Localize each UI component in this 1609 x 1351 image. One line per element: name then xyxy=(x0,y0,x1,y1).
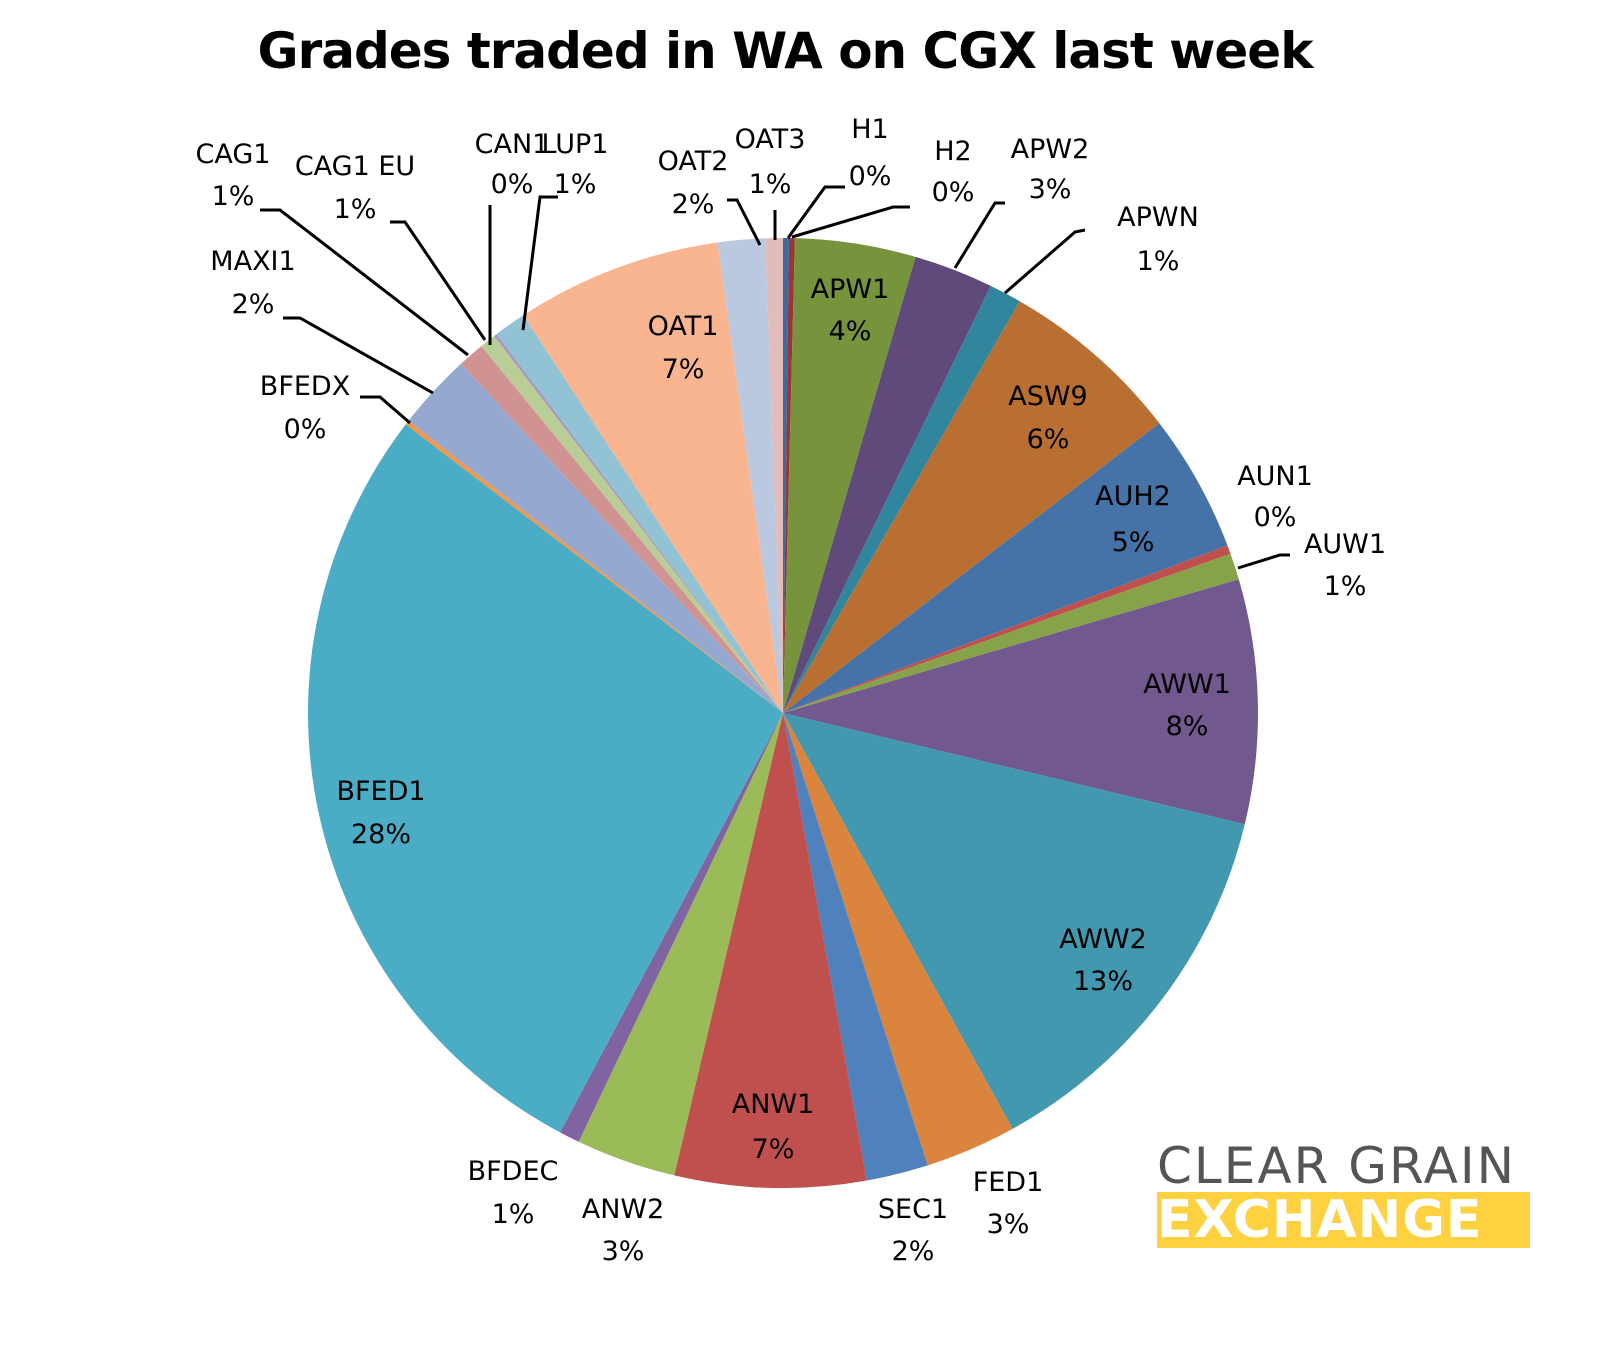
pie-slice-apw2 xyxy=(783,256,991,713)
pie-slice-aww1 xyxy=(783,579,1258,825)
data-label-label-aww1: AWW1 xyxy=(1143,669,1231,700)
pie-slice-bfed1 xyxy=(308,424,783,1133)
data-label-pct-apw2: 3% xyxy=(1029,174,1072,205)
data-label-pct-apwn: 1% xyxy=(1137,246,1180,277)
data-label-label-auw1: AUW1 xyxy=(1304,529,1386,560)
data-label-pct-anw1: 7% xyxy=(752,1134,795,1165)
pie-slice-aww2 xyxy=(783,713,1245,1129)
data-label-pct-cag1-eu: 1% xyxy=(334,194,377,225)
data-label-label-oat3: OAT3 xyxy=(735,124,806,155)
data-label-pct-apw1: 4% xyxy=(829,316,872,347)
data-label-label-h1: H1 xyxy=(851,114,888,145)
pie-slice-anw2 xyxy=(578,713,783,1176)
data-label-pct-cag1: 1% xyxy=(212,181,255,212)
pie-slice-anw1 xyxy=(674,713,867,1188)
leader-line-auw1 xyxy=(1237,553,1290,570)
data-label-pct-h2: 0% xyxy=(932,177,975,208)
pie-slice-h2 xyxy=(783,238,795,713)
data-label-pct-bfdec: 1% xyxy=(492,1199,535,1230)
leader-line-maxi1 xyxy=(283,316,434,395)
data-label-label-maxi1: MAXI1 xyxy=(210,246,295,277)
pie-slice-cag1-eu xyxy=(481,335,783,713)
data-label-pct-aww1: 8% xyxy=(1166,711,1209,742)
data-label-label-oat1: OAT1 xyxy=(648,311,719,342)
data-label-label-apw1: APW1 xyxy=(811,274,890,305)
leader-line-lup1 xyxy=(521,195,558,331)
leader-line-oat2 xyxy=(727,198,762,246)
data-label-pct-aww2: 13% xyxy=(1073,966,1133,997)
data-label-pct-oat3: 1% xyxy=(749,169,792,200)
data-label-label-h2: H2 xyxy=(934,136,971,167)
leader-line-h2 xyxy=(791,205,910,239)
pie-slice-h1 xyxy=(783,238,789,713)
data-label-pct-can1: 0% xyxy=(491,169,534,200)
clear-grain-exchange-logo: CLEAR GRAIN EXCHANGE xyxy=(1157,1140,1530,1248)
leader-line-cag1-eu xyxy=(390,220,487,341)
data-label-pct-fed1: 3% xyxy=(987,1209,1030,1240)
pie-slice-auw1 xyxy=(783,553,1239,713)
data-label-label-apwn: APWN xyxy=(1117,202,1199,233)
chart-title: Grades traded in WA on CGX last week xyxy=(257,22,1314,80)
leader-line-apwn xyxy=(1004,228,1086,295)
data-label-label-bfdec: BFDEC xyxy=(468,1156,559,1187)
data-label-label-bfed1: BFED1 xyxy=(336,776,425,807)
pie-slice-oat2 xyxy=(717,238,783,714)
data-label-pct-bfed1: 28% xyxy=(351,819,411,850)
data-label-label-bfedx: BFEDX xyxy=(260,371,350,402)
data-label-label-sec1: SEC1 xyxy=(878,1194,948,1225)
pie-slice-maxi1 xyxy=(408,363,783,713)
data-label-label-asw9: ASW9 xyxy=(1008,381,1087,412)
pie-slice-fed1 xyxy=(783,713,1013,1166)
pie-slice-apw1 xyxy=(783,238,916,714)
pie-slice-aun1 xyxy=(783,545,1231,713)
data-label-pct-asw9: 6% xyxy=(1027,424,1070,455)
data-label-label-fed1: FED1 xyxy=(973,1167,1044,1198)
data-label-pct-h1: 0% xyxy=(849,161,892,192)
data-label-pct-bfedx: 0% xyxy=(284,414,327,445)
pie-slice-oat3 xyxy=(765,238,783,713)
data-label-label-apw2: APW2 xyxy=(1011,134,1090,165)
data-label-label-cag1-eu: CAG1 EU xyxy=(295,151,415,182)
pie-slice-oat1 xyxy=(523,242,783,714)
pie-slice-can1 xyxy=(494,334,783,713)
data-label-pct-oat1: 7% xyxy=(662,354,705,385)
data-label-label-aww2: AWW2 xyxy=(1059,924,1147,955)
pie-slice-sec1 xyxy=(783,713,928,1181)
data-label-label-aun1: AUN1 xyxy=(1237,461,1313,492)
pie-slice-asw9 xyxy=(783,301,1160,713)
data-label-label-lup1: LUP1 xyxy=(542,129,609,160)
pie-slice-cag1 xyxy=(460,346,783,713)
leader-line-apw2 xyxy=(953,201,1005,269)
data-label-label-can1: CAN1 xyxy=(475,129,550,160)
data-label-pct-anw2: 3% xyxy=(602,1236,645,1267)
data-label-label-oat2: OAT2 xyxy=(658,146,729,177)
data-label-pct-lup1: 1% xyxy=(554,169,597,200)
logo-line-2: EXCHANGE xyxy=(1157,1192,1530,1248)
data-label-pct-auw1: 1% xyxy=(1324,571,1367,602)
data-label-pct-aun1: 0% xyxy=(1254,502,1297,533)
pie-slice-bfedx xyxy=(405,420,783,713)
pie-slice-apwn xyxy=(783,285,1020,713)
data-label-pct-maxi1: 2% xyxy=(232,289,275,320)
data-label-pct-sec1: 2% xyxy=(892,1236,935,1267)
pie-slice-lup1 xyxy=(496,315,783,713)
data-label-pct-auh2: 5% xyxy=(1112,527,1155,558)
data-label-pct-oat2: 2% xyxy=(672,189,715,220)
data-label-label-auh2: AUH2 xyxy=(1095,481,1171,512)
pie-slice-auh2 xyxy=(783,423,1228,713)
data-label-label-anw1: ANW1 xyxy=(732,1089,815,1120)
leader-line-cag1 xyxy=(260,208,469,357)
leader-line-h1 xyxy=(786,185,845,239)
pie-slice-bfdec xyxy=(559,713,783,1142)
data-label-label-cag1: CAG1 xyxy=(196,139,271,170)
leader-line-bfedx xyxy=(360,395,411,425)
logo-line-1: CLEAR GRAIN xyxy=(1157,1137,1517,1195)
data-label-label-anw2: ANW2 xyxy=(582,1194,665,1225)
